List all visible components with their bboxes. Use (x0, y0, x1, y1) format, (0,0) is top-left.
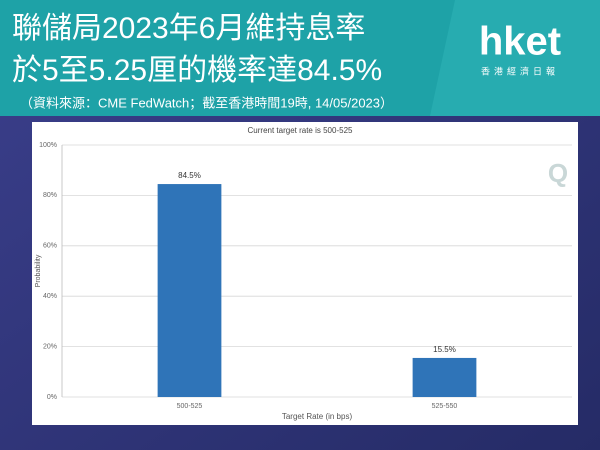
y-tick-label: 100% (39, 142, 57, 149)
y-tick-label: 60% (43, 243, 57, 250)
x-tick-label: 525-550 (432, 403, 458, 410)
data-label: 84.5% (178, 171, 201, 180)
x-axis-label: Target Rate (in bps) (282, 412, 353, 421)
y-tick-label: 0% (47, 394, 57, 401)
chart-title: Current target rate is 500-525 (248, 126, 353, 135)
logo: hket (479, 20, 561, 64)
bar (412, 357, 477, 397)
title-line1: 聯儲局2023年6月維持息率 (12, 12, 365, 45)
logo-subtitle: 香港經濟日報 (481, 65, 559, 76)
data-label: 15.5% (433, 345, 456, 354)
chart-panel (32, 122, 578, 425)
x-tick-label: 500-525 (177, 403, 203, 410)
watermark: Q (548, 158, 568, 188)
logo-panel (430, 0, 600, 116)
y-tick-label: 40% (43, 293, 57, 300)
y-tick-label: 20% (43, 343, 57, 350)
source: （資料來源：CME FedWatch；截至香港時間19時, 14/05/2023… (20, 95, 393, 111)
title-line2: 於5至5.25厘的機率達84.5% (12, 54, 382, 87)
y-tick-label: 80% (43, 192, 57, 199)
bar (157, 184, 222, 397)
y-axis-label: Probability (35, 254, 42, 287)
